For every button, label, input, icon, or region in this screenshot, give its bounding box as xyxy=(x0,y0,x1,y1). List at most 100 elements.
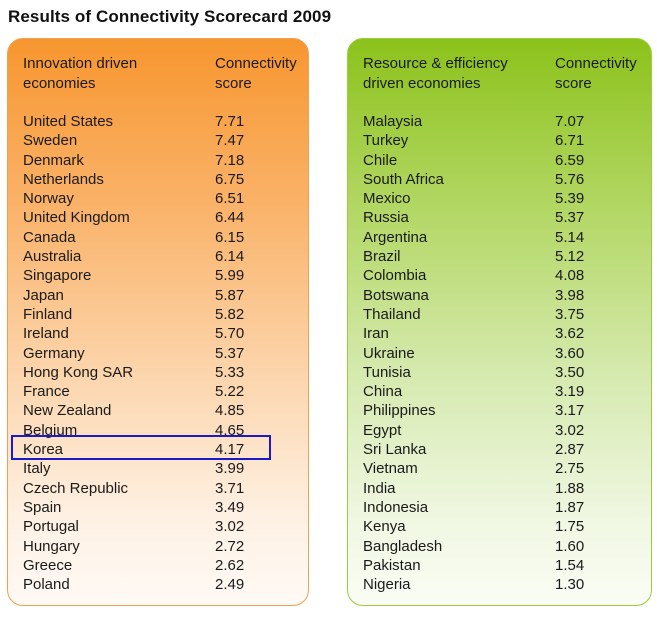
connectivity-score: 2.87 xyxy=(555,441,585,459)
connectivity-score: 2.75 xyxy=(555,460,585,478)
country-name: Turkey xyxy=(363,132,409,150)
connectivity-score: 1.88 xyxy=(555,479,585,497)
connectivity-score: 5.70 xyxy=(215,325,245,343)
connectivity-score: 6.44 xyxy=(215,209,245,227)
resource-score-header-line-1: Connectivity xyxy=(555,55,637,72)
table-row: Botswana 3.98 xyxy=(348,286,651,305)
table-row: Czech Republic 3.71 xyxy=(8,479,308,498)
country-name: Poland xyxy=(23,576,70,594)
table-row: Spain 3.49 xyxy=(8,498,308,517)
table-row: Belgium 4.65 xyxy=(8,421,308,440)
connectivity-score: 3.62 xyxy=(555,325,585,343)
connectivity-score: 3.71 xyxy=(215,479,245,497)
connectivity-score: 4.65 xyxy=(215,421,245,439)
country-name: Netherlands xyxy=(23,170,104,188)
table-row: China 3.19 xyxy=(348,382,651,401)
connectivity-score: 5.37 xyxy=(555,209,585,227)
korea-highlight-box xyxy=(11,435,271,460)
table-row: Egypt 3.02 xyxy=(348,421,651,440)
connectivity-score: 1.75 xyxy=(555,518,585,536)
table-row: United States 7.71 xyxy=(8,112,308,131)
country-name: Vietnam xyxy=(363,460,418,478)
country-name: Mexico xyxy=(363,190,411,208)
table-row: Tunisia 3.50 xyxy=(348,363,651,382)
country-name: South Africa xyxy=(363,170,444,188)
connectivity-score: 6.75 xyxy=(215,170,245,188)
table-row: Mexico 5.39 xyxy=(348,189,651,208)
connectivity-score: 5.82 xyxy=(215,305,245,323)
table-row: Kenya 1.75 xyxy=(348,517,651,536)
country-name: New Zealand xyxy=(23,402,112,420)
country-name: Botswana xyxy=(363,286,429,304)
connectivity-score: 5.22 xyxy=(215,383,245,401)
table-row: Malaysia 7.07 xyxy=(348,112,651,131)
country-name: Indonesia xyxy=(363,498,429,516)
innovation-group-header-line-1: Innovation driven xyxy=(23,55,138,72)
connectivity-score: 4.85 xyxy=(215,402,245,420)
connectivity-score: 5.37 xyxy=(215,344,245,362)
country-name: Thailand xyxy=(363,305,421,323)
table-row: Korea 4.17 xyxy=(8,440,308,459)
country-name: Kenya xyxy=(363,518,406,536)
resource-country-list: Malaysia 7.07 Turkey 6.71 Chile 6.59 South Afr… xyxy=(348,112,651,594)
country-name: Greece xyxy=(23,556,73,574)
country-name: Russia xyxy=(363,209,409,227)
connectivity-score: 3.75 xyxy=(555,305,585,323)
connectivity-score: 4.08 xyxy=(555,267,585,285)
connectivity-score: 1.30 xyxy=(555,576,585,594)
connectivity-score: 7.71 xyxy=(215,113,245,130)
table-row: Japan 5.87 xyxy=(8,286,308,305)
table-row: Iran 3.62 xyxy=(348,324,651,343)
connectivity-score: 5.87 xyxy=(215,286,245,304)
country-name: Nigeria xyxy=(363,576,411,594)
resource-group-header-line-1: Resource & efficiency xyxy=(363,55,508,72)
country-name: Spain xyxy=(23,498,62,516)
table-row: Argentina 5.14 xyxy=(348,228,651,247)
connectivity-score: 6.71 xyxy=(555,132,585,150)
connectivity-score: 1.60 xyxy=(555,537,585,555)
country-name: Singapore xyxy=(23,267,92,285)
country-name: Argentina xyxy=(363,228,428,246)
table-row: Hungary 2.72 xyxy=(8,537,308,556)
connectivity-score: 3.60 xyxy=(555,344,585,362)
connectivity-score: 3.98 xyxy=(555,286,585,304)
table-row: Italy 3.99 xyxy=(8,459,308,478)
country-name: Philippines xyxy=(363,402,436,420)
table-row: Russia 5.37 xyxy=(348,208,651,227)
innovation-score-header-line-2: score xyxy=(215,75,252,92)
table-row: India 1.88 xyxy=(348,479,651,498)
connectivity-score: 5.33 xyxy=(215,363,245,381)
table-row: New Zealand 4.85 xyxy=(8,401,308,420)
connectivity-score: 3.50 xyxy=(555,363,585,381)
country-name: Colombia xyxy=(363,267,427,285)
country-name: Iran xyxy=(363,325,389,343)
country-name: India xyxy=(363,479,396,497)
resource-score-header: Connectivity score xyxy=(555,54,647,94)
connectivity-score: 6.14 xyxy=(215,248,245,266)
table-row: Denmark 7.18 xyxy=(8,151,308,170)
connectivity-score: 5.39 xyxy=(555,190,585,208)
connectivity-score: 5.12 xyxy=(555,248,585,266)
country-name: Sri Lanka xyxy=(363,441,427,459)
connectivity-score: 4.17 xyxy=(215,441,245,459)
country-name: Portugal xyxy=(23,518,79,536)
resource-group-header: Resource & efficiency driven economies xyxy=(363,54,548,94)
connectivity-score: 2.72 xyxy=(215,537,245,555)
table-row: United Kingdom 6.44 xyxy=(8,208,308,227)
country-name: Australia xyxy=(23,248,82,266)
country-name: Ukraine xyxy=(363,344,415,362)
country-name: Czech Republic xyxy=(23,479,129,497)
resource-group-header-line-2: driven economies xyxy=(363,75,481,92)
table-row: Hong Kong SAR 5.33 xyxy=(8,363,308,382)
country-name: Tunisia xyxy=(363,363,411,381)
resource-score-header-line-2: score xyxy=(555,75,592,92)
country-name: France xyxy=(23,383,70,401)
table-row: Singapore 5.99 xyxy=(8,266,308,285)
table-row: Turkey 6.71 xyxy=(348,131,651,150)
connectivity-score: 2.49 xyxy=(215,576,245,594)
country-name: Egypt xyxy=(363,421,402,439)
country-name: Japan xyxy=(23,286,64,304)
connectivity-score: 3.02 xyxy=(555,421,585,439)
connectivity-score: 6.51 xyxy=(215,190,245,208)
country-name: Korea xyxy=(23,441,64,459)
